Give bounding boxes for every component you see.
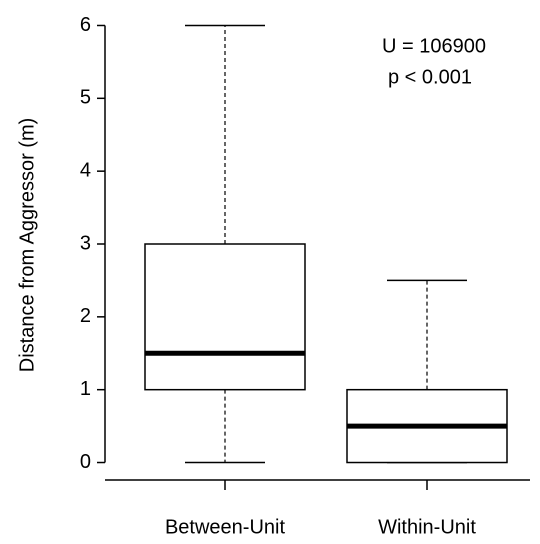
box [144, 243, 306, 391]
y-tick-label: 3 [80, 232, 91, 254]
x-tick-label: Within-Unit [378, 516, 476, 538]
y-tick-label: 5 [80, 87, 91, 109]
x-tick-label: Between-Unit [165, 516, 286, 538]
annotation: U = 106900 [382, 35, 486, 57]
y-axis-label: Distance from Aggressor (m) [16, 118, 38, 373]
y-tick-label: 0 [80, 451, 91, 473]
y-tick-label: 4 [80, 159, 91, 181]
annotation: p < 0.001 [388, 66, 472, 88]
y-tick-label: 1 [80, 378, 91, 400]
y-tick-label: 6 [80, 14, 91, 36]
y-tick-label: 2 [80, 305, 91, 327]
